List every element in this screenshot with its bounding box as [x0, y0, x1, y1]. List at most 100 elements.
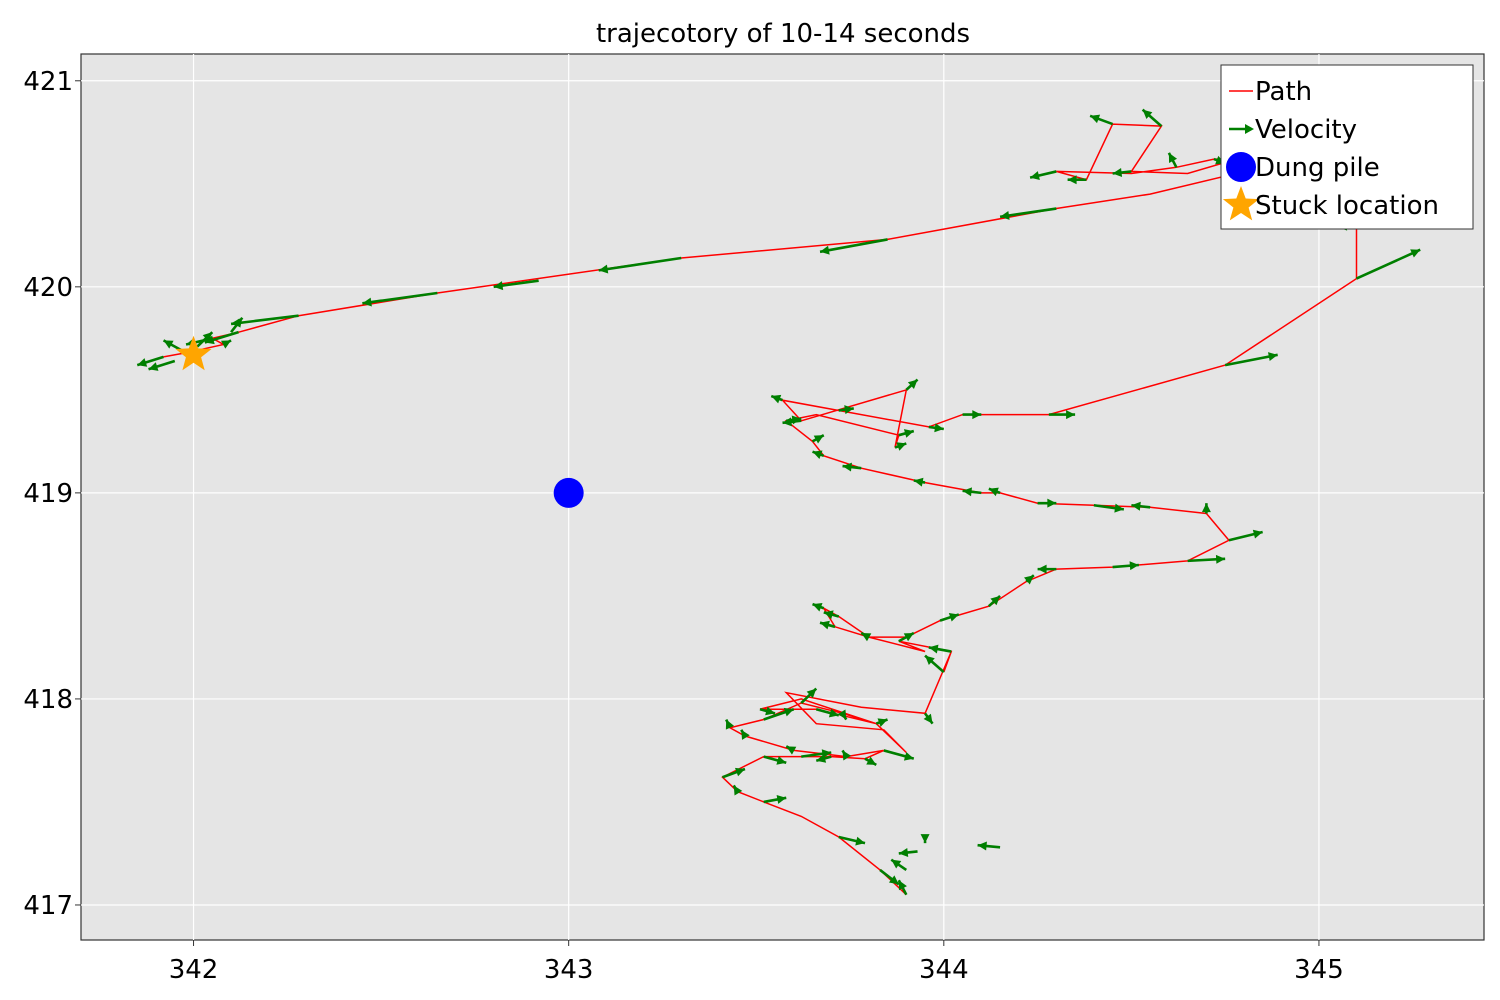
velocity-arrow [759, 706, 776, 716]
velocity-arrow [875, 718, 888, 727]
velocity-head [962, 487, 973, 497]
legend-box [1220, 64, 1474, 230]
velocity-arrow [815, 707, 840, 718]
velocity-arrow [939, 612, 960, 622]
velocity-shaft [999, 207, 1057, 219]
velocity-arrow [196, 331, 214, 348]
velocity-arrow [962, 410, 982, 420]
velocity-shaft [230, 314, 299, 326]
velocity-arrow [770, 394, 783, 404]
velocity-arrow [1037, 564, 1057, 574]
velocity-arrow [785, 745, 797, 755]
velocity-arrow [782, 417, 802, 427]
velocity-arrow [230, 316, 244, 333]
velocity-head [837, 709, 847, 720]
velocity-head [362, 297, 372, 307]
velocity-arrow [1048, 410, 1076, 420]
velocity-head [1201, 503, 1211, 513]
velocity-arrow [740, 729, 750, 740]
velocity-arrow [924, 654, 945, 674]
velocity-arrow [898, 631, 915, 643]
velocity-head [725, 719, 735, 730]
velocity-head [812, 603, 823, 612]
velocity-head [202, 332, 213, 342]
velocity-head [925, 655, 935, 665]
velocity-arrow [598, 256, 682, 274]
velocity-head [1142, 109, 1153, 119]
dung-pile-marker [553, 477, 584, 508]
velocity-arrow [1201, 503, 1211, 514]
velocity-head [1410, 249, 1421, 258]
velocity-head [734, 767, 745, 777]
velocity-head [776, 756, 787, 765]
velocity-head [1037, 564, 1047, 574]
velocity-head [1067, 175, 1077, 185]
velocity-arrow [999, 207, 1057, 220]
velocity-arrow [1024, 574, 1035, 585]
velocity-head [898, 848, 909, 857]
velocity-head [783, 707, 794, 717]
velocity-head [820, 620, 830, 630]
velocity-head [855, 836, 866, 846]
velocity-head [148, 362, 159, 371]
velocity-arrow [841, 749, 852, 761]
velocity-head [741, 729, 750, 740]
velocity-arrow [913, 477, 926, 487]
velocity-head [903, 632, 914, 642]
velocity-arrow [923, 712, 934, 725]
velocity-head [812, 450, 823, 459]
velocity-arrow [838, 835, 866, 846]
velocity-head [877, 718, 888, 727]
velocity-arrow [864, 756, 877, 766]
velocity-arrow [763, 707, 795, 721]
velocity-head [891, 859, 902, 869]
velocity-arrow [837, 709, 848, 721]
velocity-arrow [763, 795, 787, 804]
legend-label: Velocity [1255, 115, 1357, 145]
velocity-head [786, 746, 797, 755]
velocity-arrow [894, 442, 907, 451]
x-tick-label: 343 [544, 955, 594, 985]
velocity-arrow [1112, 168, 1132, 177]
velocity-head [1066, 410, 1076, 420]
legend-velocity-head [1245, 124, 1254, 134]
velocity-head [1131, 501, 1141, 511]
velocity-head [896, 442, 907, 451]
velocity-arrow [962, 487, 982, 497]
velocity-head [1090, 114, 1101, 124]
velocity-arrow [928, 423, 944, 433]
velocity-head [923, 713, 933, 724]
velocity-arrow [811, 434, 825, 444]
velocity-head [820, 245, 830, 255]
velocity-arrow [928, 644, 952, 654]
y-tick-label: 419 [23, 479, 73, 509]
chart-title: trajecotory of 10-14 seconds [596, 19, 970, 49]
velocity-arrow [920, 834, 930, 844]
velocity-head [163, 340, 174, 349]
velocity-arrow [148, 359, 176, 371]
velocity-arrow [1131, 501, 1151, 511]
velocity-head [844, 405, 854, 415]
velocity-arrow [1037, 498, 1057, 508]
velocity-head [765, 706, 775, 716]
velocity-arrow [136, 355, 164, 367]
velocity-shaft [362, 291, 438, 305]
velocity-arrow [823, 610, 840, 620]
velocity-arrow [879, 868, 900, 886]
velocity-arrow [1093, 503, 1125, 513]
velocity-arrow [1224, 352, 1278, 367]
velocity-head [913, 477, 924, 487]
velocity-head [1024, 575, 1034, 585]
velocity-head [898, 880, 907, 891]
velocity-arrow [1089, 114, 1114, 126]
velocity-arrow [732, 784, 743, 796]
velocity-head [493, 281, 504, 291]
velocity-head [842, 462, 852, 472]
velocity-head [733, 785, 743, 796]
velocity-arrow [890, 858, 908, 872]
velocity-arrow [860, 631, 872, 642]
velocity-arrow [905, 378, 919, 391]
velocity-head [813, 435, 824, 444]
velocity-arrow [987, 594, 1001, 608]
velocity-arrow [220, 339, 232, 349]
